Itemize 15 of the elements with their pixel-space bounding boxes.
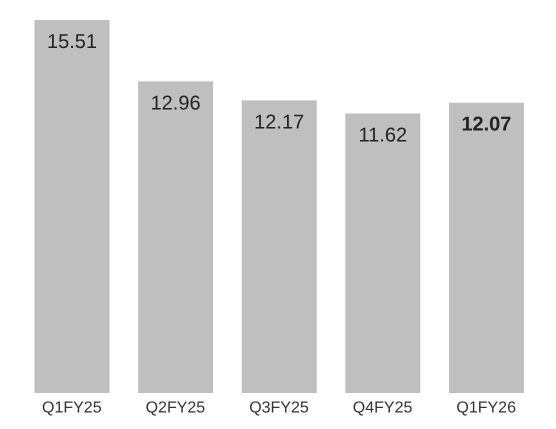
data-label: 11.62: [358, 124, 408, 147]
data-label: 12.07: [461, 114, 512, 136]
x-tick-label: Q1FY26: [456, 399, 516, 416]
data-label: 12.17: [254, 111, 304, 134]
x-tick-label: Q1FY25: [42, 399, 102, 416]
x-tick-label: Q4FY25: [352, 399, 412, 416]
data-label: 12.96: [150, 92, 201, 114]
bar: [448, 102, 524, 393]
x-tick-label: Q2FY25: [146, 399, 206, 416]
bar: [242, 100, 317, 393]
bar: [34, 20, 110, 393]
bar: [345, 114, 420, 393]
bar: [138, 81, 214, 393]
x-tick-label: Q3FY25: [249, 399, 309, 416]
data-label: 15.51: [46, 31, 98, 53]
